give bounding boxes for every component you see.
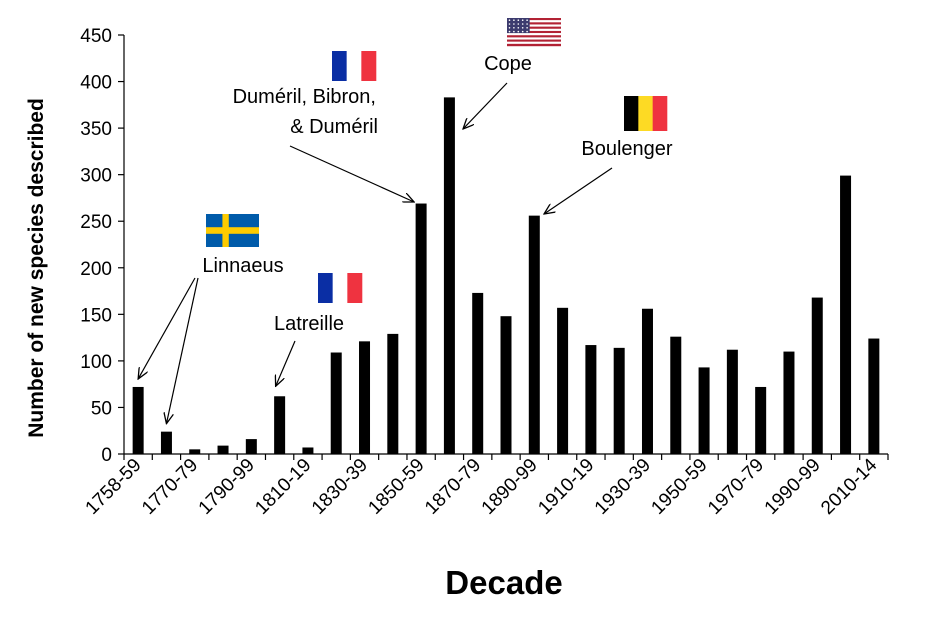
bar-1990-99 (811, 297, 823, 454)
bar-1910-19 (585, 345, 597, 454)
annotation-arrow (544, 167, 613, 214)
y-axis-title: Number of new species described (25, 98, 48, 438)
bar-1930-39 (641, 308, 653, 454)
belgium-flag (624, 96, 668, 131)
annotation-label: Duméril, Bibron, (233, 86, 376, 108)
annotation-cope: Cope (463, 18, 561, 129)
x-tick-label: 1758-59 (82, 455, 146, 519)
x-tick-label: 1790-99 (195, 455, 259, 519)
bar-2010-14 (868, 338, 880, 454)
y-ticks: 0 50 100 150 200 250 300 350 400 450 (80, 26, 124, 466)
y-tick-label: 250 (80, 212, 112, 233)
annotation-label: Latreille (274, 313, 344, 335)
bar-1870-79 (472, 292, 484, 454)
bar-1840-49 (387, 333, 399, 454)
bar-1960-69 (726, 349, 738, 454)
x-tick-label: 1910-19 (534, 455, 598, 519)
x-tick-label: 1830-39 (308, 455, 372, 519)
x-tick-label: 1870-79 (421, 455, 485, 519)
bar-1860-69 (443, 97, 455, 454)
annotations: Linnaeus Latreille Duméril, Bibron, & Dumér… (138, 18, 673, 424)
bar-1900-09 (557, 307, 569, 454)
bar-1980-89 (783, 351, 795, 454)
bar-1800-09 (274, 396, 286, 454)
annotation-arrow (289, 145, 414, 202)
usa-flag (507, 18, 561, 47)
annotation-label: Linnaeus (202, 255, 283, 277)
bar-1970-79 (755, 386, 767, 454)
annotation-dumeril-bibron: Duméril, Bibron, & Duméril (233, 51, 415, 202)
bar-1770-79 (189, 449, 201, 454)
annotation-linnaeus: Linnaeus (138, 214, 284, 424)
x-tick-label: 1930-39 (591, 455, 655, 519)
x-tick-label: 2010-14 (817, 454, 881, 518)
annotation-arrow (138, 277, 196, 379)
y-tick-label: 350 (80, 119, 112, 140)
y-tick-label: 300 (80, 166, 112, 187)
bar-1810-19 (302, 447, 314, 454)
sweden-flag (206, 214, 259, 247)
annotation-arrow (166, 277, 199, 424)
bar-1950-59 (698, 367, 710, 454)
y-tick-label: 150 (80, 305, 112, 326)
annotation-latreille: Latreille (274, 273, 363, 386)
annotation-arrow (276, 340, 296, 386)
bar-1880-89 (500, 316, 512, 454)
y-tick-label: 450 (80, 26, 112, 47)
bar-1940-49 (670, 336, 682, 454)
bar-1760-69 (160, 431, 172, 454)
bar-1820-29 (330, 352, 342, 454)
x-tick-label: 1950-59 (647, 455, 711, 519)
y-tick-label: 200 (80, 259, 112, 280)
x-tick-label: 1990-99 (761, 455, 825, 519)
bars (132, 97, 880, 454)
france-flag (318, 273, 363, 303)
bar-1850-59 (415, 203, 427, 454)
bar-1790-99 (245, 439, 257, 454)
france-flag (332, 51, 377, 81)
bar-1890-99 (528, 215, 540, 454)
y-tick-label: 400 (80, 73, 112, 94)
annotation-label: Boulenger (581, 138, 673, 160)
annotation-label: Cope (484, 53, 532, 75)
bar-1920-29 (613, 347, 625, 454)
annotation-arrow (463, 82, 508, 129)
x-tick-label: 1770-79 (138, 455, 202, 519)
x-ticks: 1758-591770-791790-991810-191830-391850-… (82, 454, 889, 519)
bar-1780-89 (217, 445, 229, 454)
annotation-label: & Duméril (290, 116, 378, 138)
x-tick-label: 1850-59 (364, 455, 428, 519)
bar-2000-09 (840, 175, 852, 454)
x-tick-label: 1970-79 (704, 455, 768, 519)
bar-1830-39 (359, 341, 371, 454)
y-tick-label: 50 (91, 398, 112, 419)
y-tick-label: 0 (101, 445, 112, 466)
y-tick-label: 100 (80, 352, 112, 373)
annotation-boulenger: Boulenger (544, 96, 673, 214)
x-axis-title: Decade (445, 564, 562, 601)
bar-1758-59 (132, 386, 144, 454)
x-tick-label: 1890-99 (478, 455, 542, 519)
x-tick-label: 1810-19 (251, 455, 315, 519)
